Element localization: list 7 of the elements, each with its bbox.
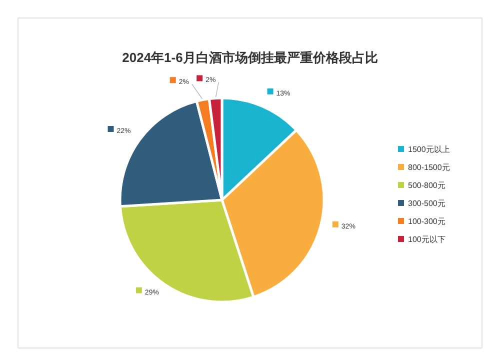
legend-label: 800-1500元: [408, 163, 450, 172]
legend-label: 500-800元: [408, 181, 446, 190]
chart-title: 2024年1-6月白酒市场倒挂最严重价格段占比: [122, 50, 378, 65]
legend-label: 300-500元: [408, 199, 446, 208]
legend-label: 100-300元: [408, 217, 446, 226]
legend-label: 100元以下: [408, 235, 446, 244]
legend-label: 1500元以上: [408, 145, 450, 154]
